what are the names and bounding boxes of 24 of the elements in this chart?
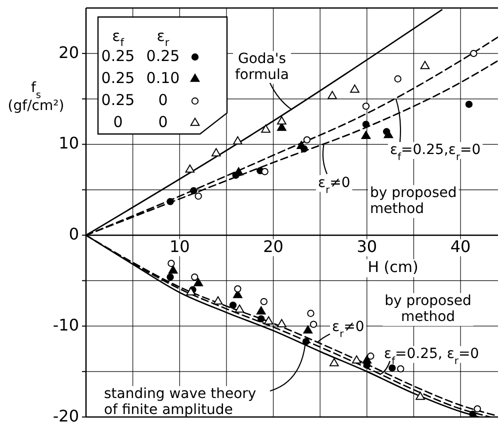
annotation: by proposed method — [370, 185, 457, 218]
annotation: ε$_{r}$≠0 — [332, 319, 364, 340]
annotation: ε$_{f}$=0.25,ε$_{r}$=0 — [390, 142, 481, 162]
annotation: by proposed method — [384, 293, 472, 326]
y-tick-label: 10 — [58, 134, 79, 153]
text: ε$_{f}$ ε$_{r}$ — [112, 27, 170, 49]
y-tick-label: -10 — [52, 315, 79, 334]
legend-label: 0.25 0 — [101, 91, 168, 110]
x-tick-label: 20 — [263, 237, 284, 256]
x-tick-label: 30 — [356, 237, 378, 256]
x-axis-title: H (cm) — [368, 258, 418, 276]
legend-label: 0.25 0.25 — [101, 47, 180, 66]
annotation: standing wave theory of finite amplitude — [104, 386, 256, 418]
x-tick-label: 10 — [169, 237, 190, 256]
annotation: ε$_{f}$=0.25, ε$_{r}$=0 — [384, 346, 480, 366]
annotation: ε$_{r}$≠0 — [318, 175, 350, 196]
x-tick-label: 40 — [450, 237, 471, 256]
y-tick-label: 20 — [58, 42, 79, 62]
annotation: Goda's formula — [235, 51, 289, 84]
y-tick-label: -20 — [52, 406, 79, 426]
legend-label: 0 0 — [113, 113, 168, 132]
legend-label: 0.25 0.10 — [101, 69, 180, 88]
y-tick-label: 0 — [68, 224, 79, 244]
y-axis-title: f$_{s}$ (gf/cm²) — [8, 80, 64, 114]
